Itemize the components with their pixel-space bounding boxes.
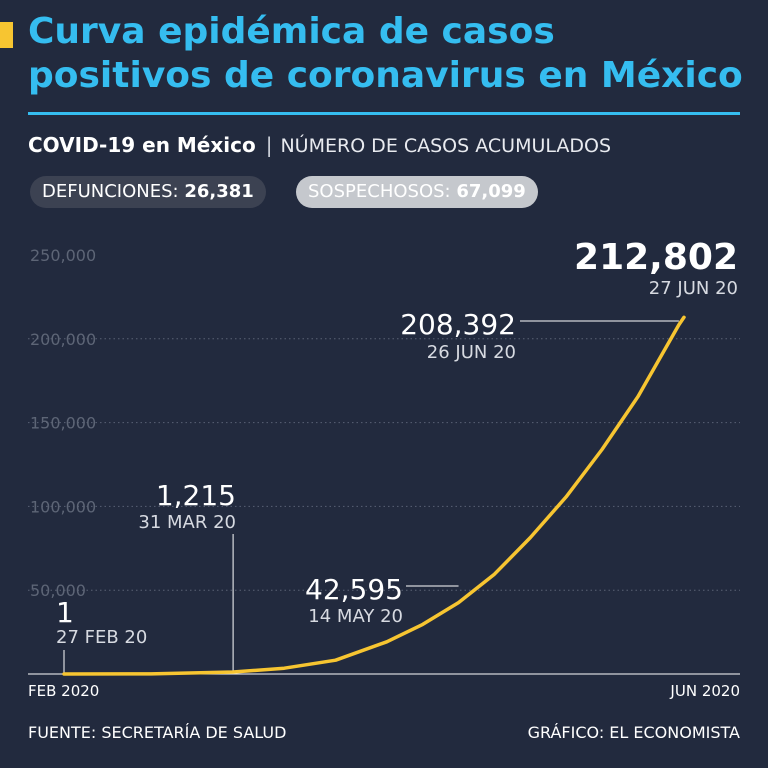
y-tick-label: 50,000 [30, 581, 86, 600]
defunciones-label: DEFUNCIONES: [42, 181, 179, 202]
defunciones-value: 26,381 [184, 181, 254, 202]
sospechosos-value: 67,099 [456, 181, 526, 202]
y-tick-label: 250,000 [30, 246, 96, 265]
title-accent-bar [0, 22, 13, 48]
subtitle-separator: | [265, 133, 273, 157]
x-tick-label: FEB 2020 [28, 682, 99, 700]
cases-series-line [62, 315, 686, 676]
title-divider [28, 112, 740, 115]
annotation-value: 1 [56, 596, 74, 629]
annotation-date: 14 MAY 20 [308, 606, 403, 627]
sospechosos-label: SOSPECHOSOS: [308, 181, 451, 202]
annotation-date: 31 MAR 20 [138, 512, 236, 533]
annotation-value: 212,802 [574, 237, 738, 278]
subtitle: COVID-19 en México | NÚMERO DE CASOS ACUMU… [28, 133, 611, 157]
credit-note: GRÁFICO: EL ECONOMISTA [527, 723, 740, 742]
x-tick-label: JUN 2020 [669, 682, 740, 700]
y-tick-label: 150,000 [30, 414, 96, 433]
defunciones-badge: DEFUNCIONES: 26,381 [30, 176, 266, 208]
subtitle-light: NÚMERO DE CASOS ACUMULADOS [280, 135, 612, 157]
subtitle-strong: COVID-19 en México [28, 133, 256, 157]
annotation-value: 42,595 [305, 573, 403, 606]
annotation-date: 27 FEB 20 [56, 627, 147, 648]
y-tick-label: 100,000 [30, 497, 96, 516]
page-title: Curva epidémica de casos positivos de co… [28, 11, 743, 96]
annotation-value: 1,215 [156, 479, 236, 512]
annotation-date: 26 JUN 20 [427, 342, 516, 363]
y-tick-label: 200,000 [30, 330, 96, 349]
source-note: FUENTE: SECRETARÍA DE SALUD [28, 723, 287, 742]
annotation-value: 208,392 [400, 308, 516, 341]
sospechosos-badge: SOSPECHOSOS: 67,099 [296, 176, 538, 208]
annotation-date: 27 JUN 20 [649, 278, 738, 299]
